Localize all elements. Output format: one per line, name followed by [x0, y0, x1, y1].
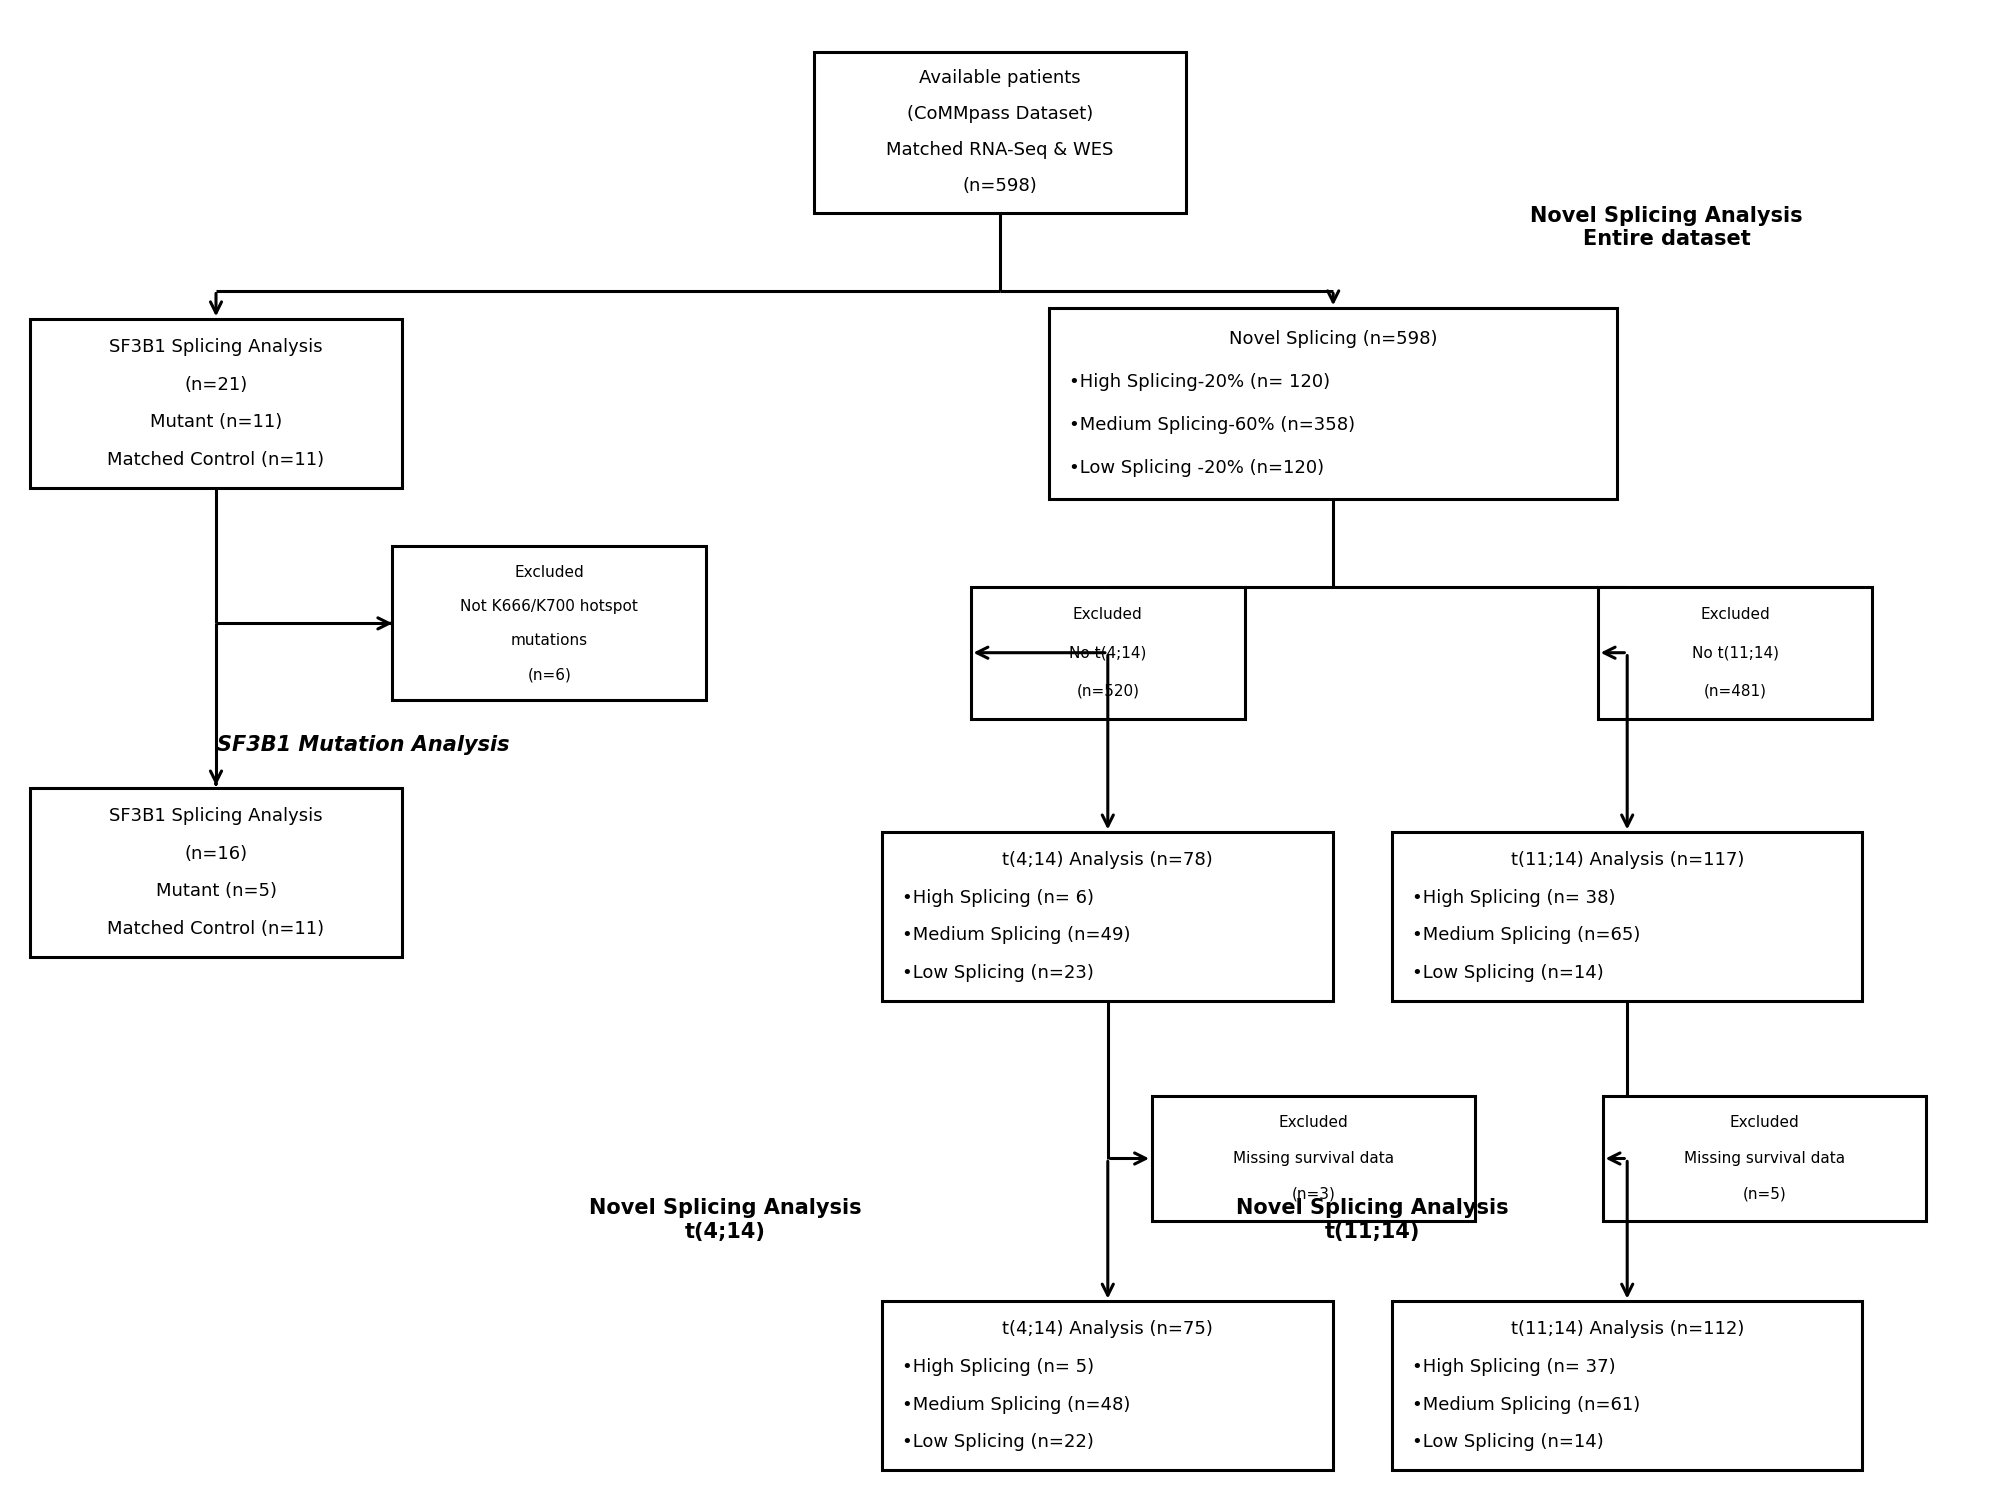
Text: (n=3): (n=3) [1292, 1186, 1336, 1201]
Text: Matched RNA-Seq & WES: Matched RNA-Seq & WES [886, 141, 1114, 159]
Text: Excluded: Excluded [1730, 1116, 1800, 1131]
Text: Novel Splicing (n=598): Novel Splicing (n=598) [1228, 329, 1438, 347]
Text: Excluded: Excluded [1700, 607, 1770, 622]
Text: •High Splicing-20% (n= 120): •High Splicing-20% (n= 120) [1068, 373, 1330, 390]
Text: (n=520): (n=520) [1076, 684, 1140, 699]
Text: Not K666/K700 hotspot: Not K666/K700 hotspot [460, 598, 638, 613]
Text: Mutant (n=5): Mutant (n=5) [156, 883, 276, 901]
Text: •Medium Splicing-60% (n=358): •Medium Splicing-60% (n=358) [1068, 416, 1354, 434]
FancyBboxPatch shape [1392, 1302, 1862, 1471]
Text: Novel Splicing Analysis
t(11;14): Novel Splicing Analysis t(11;14) [1236, 1198, 1508, 1242]
Text: SF3B1 Splicing Analysis: SF3B1 Splicing Analysis [110, 806, 322, 824]
Text: Available patients: Available patients [920, 69, 1080, 87]
Text: Matched Control (n=11): Matched Control (n=11) [108, 920, 324, 938]
FancyBboxPatch shape [882, 832, 1334, 1001]
Text: Excluded: Excluded [514, 565, 584, 580]
Text: SF3B1 Splicing Analysis: SF3B1 Splicing Analysis [110, 338, 322, 356]
Text: (n=21): (n=21) [184, 375, 248, 393]
Text: •Low Splicing (n=23): •Low Splicing (n=23) [902, 965, 1094, 983]
Text: SF3B1 Mutation Analysis: SF3B1 Mutation Analysis [216, 735, 510, 755]
Text: (n=598): (n=598) [962, 177, 1038, 194]
Text: •Low Splicing (n=14): •Low Splicing (n=14) [1412, 1433, 1604, 1451]
Text: mutations: mutations [510, 633, 588, 648]
FancyBboxPatch shape [1152, 1097, 1476, 1221]
Text: t(4;14) Analysis (n=78): t(4;14) Analysis (n=78) [1002, 851, 1214, 869]
FancyBboxPatch shape [30, 319, 402, 488]
Text: •Low Splicing -20% (n=120): •Low Splicing -20% (n=120) [1068, 459, 1324, 477]
FancyBboxPatch shape [814, 52, 1186, 212]
Text: •Medium Splicing (n=65): •Medium Splicing (n=65) [1412, 926, 1640, 944]
Text: •Medium Splicing (n=49): •Medium Splicing (n=49) [902, 926, 1130, 944]
FancyBboxPatch shape [970, 586, 1244, 718]
Text: (n=16): (n=16) [184, 845, 248, 863]
Text: Missing survival data: Missing survival data [1234, 1150, 1394, 1165]
Text: •High Splicing (n= 38): •High Splicing (n= 38) [1412, 889, 1616, 907]
Text: t(11;14) Analysis (n=112): t(11;14) Analysis (n=112) [1510, 1319, 1744, 1337]
Text: No t(4;14): No t(4;14) [1070, 645, 1146, 660]
Text: •High Splicing (n= 5): •High Splicing (n= 5) [902, 1358, 1094, 1376]
FancyBboxPatch shape [1048, 308, 1618, 498]
Text: Novel Splicing Analysis
t(4;14): Novel Splicing Analysis t(4;14) [590, 1198, 862, 1242]
Text: (CoMMpass Dataset): (CoMMpass Dataset) [906, 105, 1094, 123]
Text: Excluded: Excluded [1072, 607, 1142, 622]
FancyBboxPatch shape [30, 788, 402, 957]
Text: Missing survival data: Missing survival data [1684, 1150, 1844, 1165]
Text: (n=481): (n=481) [1704, 684, 1766, 699]
FancyBboxPatch shape [392, 546, 706, 700]
Text: t(4;14) Analysis (n=75): t(4;14) Analysis (n=75) [1002, 1319, 1214, 1337]
Text: Matched Control (n=11): Matched Control (n=11) [108, 452, 324, 470]
Text: Mutant (n=11): Mutant (n=11) [150, 413, 282, 431]
Text: Excluded: Excluded [1278, 1116, 1348, 1131]
Text: •High Splicing (n= 6): •High Splicing (n= 6) [902, 889, 1094, 907]
Text: (n=5): (n=5) [1742, 1186, 1786, 1201]
Text: •Medium Splicing (n=48): •Medium Splicing (n=48) [902, 1396, 1130, 1414]
Text: No t(11;14): No t(11;14) [1692, 645, 1778, 660]
Text: •Low Splicing (n=22): •Low Splicing (n=22) [902, 1433, 1094, 1451]
Text: (n=6): (n=6) [528, 667, 572, 682]
FancyBboxPatch shape [1392, 832, 1862, 1001]
Text: •Low Splicing (n=14): •Low Splicing (n=14) [1412, 965, 1604, 983]
Text: t(11;14) Analysis (n=117): t(11;14) Analysis (n=117) [1510, 851, 1744, 869]
Text: Novel Splicing Analysis
Entire dataset: Novel Splicing Analysis Entire dataset [1530, 206, 1802, 250]
FancyBboxPatch shape [1602, 1097, 1926, 1221]
Text: •High Splicing (n= 37): •High Splicing (n= 37) [1412, 1358, 1616, 1376]
Text: •Medium Splicing (n=61): •Medium Splicing (n=61) [1412, 1396, 1640, 1414]
FancyBboxPatch shape [882, 1302, 1334, 1471]
FancyBboxPatch shape [1598, 586, 1872, 718]
